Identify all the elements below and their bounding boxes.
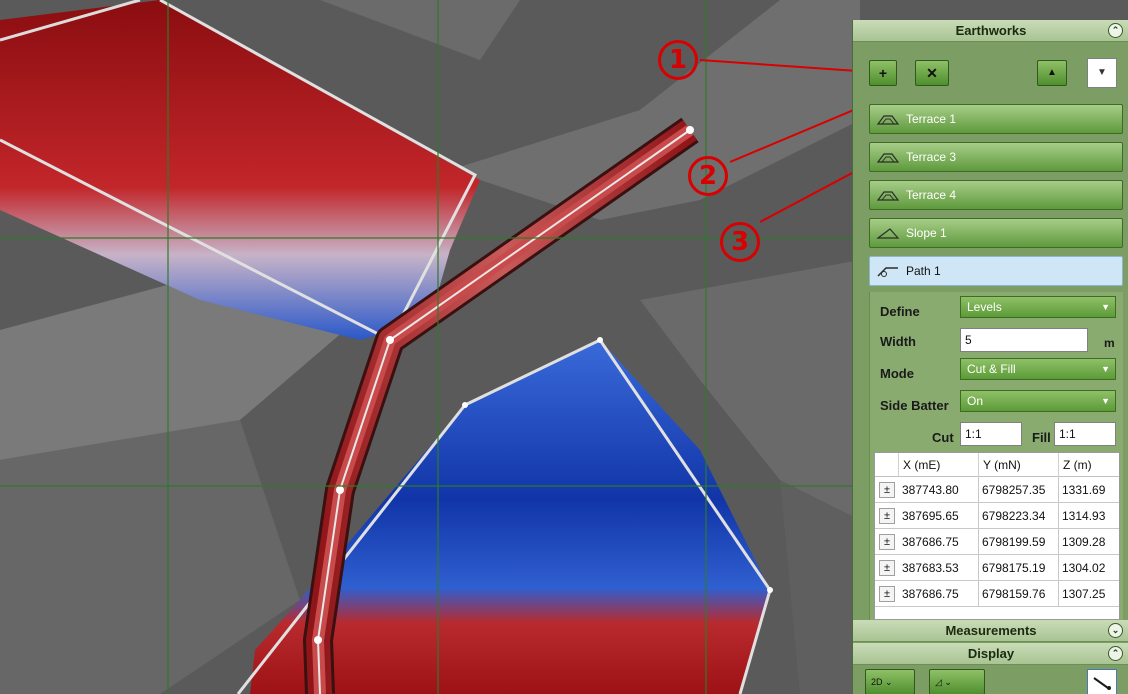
path-properties: Define Levels ▼ Width 5 m Mode Cut & Fil… xyxy=(869,292,1123,622)
cell-y[interactable]: 6798199.59 xyxy=(979,529,1059,555)
display-title: Display xyxy=(967,646,1015,661)
earthworks-header[interactable]: Earthworks ⌃ xyxy=(853,20,1128,42)
pointer-tool-button[interactable] xyxy=(1087,669,1117,694)
chevron-down-icon: ▼ xyxy=(1101,302,1110,312)
terrace-icon xyxy=(876,191,900,201)
width-input[interactable]: 5 xyxy=(960,328,1088,352)
cell-y[interactable]: 6798159.76 xyxy=(979,581,1059,607)
earthwork-item-terrace-4[interactable]: Terrace 4 xyxy=(869,180,1123,210)
path-icon xyxy=(877,267,898,277)
row-edit-button[interactable]: ± xyxy=(879,560,895,576)
chevron-down-icon: ⌄ xyxy=(885,677,893,687)
mode-select[interactable]: Cut & Fill ▼ xyxy=(960,358,1116,380)
cell-z[interactable]: 1331.69 xyxy=(1059,477,1119,503)
chevron-down-icon: ▼ xyxy=(1101,364,1110,374)
move-up-button[interactable]: ▲ xyxy=(1037,60,1067,86)
width-label: Width xyxy=(880,334,916,349)
expand-icon[interactable]: ⌄ xyxy=(1108,623,1123,638)
fill-label: Fill xyxy=(1032,430,1051,445)
row-edit-button[interactable]: ± xyxy=(879,586,895,602)
table-row[interactable]: ± 387686.75 6798159.76 1307.25 xyxy=(875,581,1119,607)
earthwork-item-label: Terrace 4 xyxy=(906,188,957,202)
cell-y[interactable]: 6798257.35 xyxy=(979,477,1059,503)
surface-style-button[interactable]: ◿ ⌄ xyxy=(929,669,985,694)
mode-label: Mode xyxy=(880,366,914,381)
table-row[interactable]: ± 387683.53 6798175.19 1304.02 xyxy=(875,555,1119,581)
cell-z[interactable]: 1307.25 xyxy=(1059,581,1119,607)
side-batter-select[interactable]: On ▼ xyxy=(960,390,1116,412)
width-unit: m xyxy=(1104,336,1115,350)
coordinate-table: X (mE) Y (mN) Z (m) ± 387743.80 6798257.… xyxy=(874,452,1120,620)
earthworks-panel: Earthworks ⌃ + ✕ ▲ ▼ Terrace 1 Terrace 3… xyxy=(852,20,1128,694)
side-batter-value: On xyxy=(967,394,984,408)
view-mode-button[interactable]: 2D ⌄ xyxy=(865,669,915,694)
cell-z[interactable]: 1309.28 xyxy=(1059,529,1119,555)
cell-x[interactable]: 387743.80 xyxy=(899,477,979,503)
slope-icon xyxy=(876,228,900,239)
table-row[interactable]: ± 387686.75 6798199.59 1309.28 xyxy=(875,529,1119,555)
earthwork-item-label: Terrace 3 xyxy=(906,150,957,164)
cell-x[interactable]: 387686.75 xyxy=(899,581,979,607)
earthwork-item-label: Slope 1 xyxy=(906,226,947,240)
cell-x[interactable]: 387686.75 xyxy=(899,529,979,555)
table-corner xyxy=(875,453,899,477)
row-edit-button[interactable]: ± xyxy=(879,482,895,498)
cell-z[interactable]: 1304.02 xyxy=(1059,555,1119,581)
callout-1: 1 xyxy=(658,40,698,80)
cut-input[interactable]: 1:1 xyxy=(960,422,1022,446)
delete-earthwork-button[interactable]: ✕ xyxy=(915,60,949,86)
terrace-icon xyxy=(876,153,900,163)
earthwork-item-path-1[interactable]: Path 1 xyxy=(869,256,1123,286)
cell-x[interactable]: 387695.65 xyxy=(899,503,979,529)
pointer-icon xyxy=(1093,677,1111,690)
row-edit-button[interactable]: ± xyxy=(879,534,895,550)
earthworks-title: Earthworks xyxy=(955,23,1027,38)
fill-input[interactable]: 1:1 xyxy=(1054,422,1116,446)
define-value: Levels xyxy=(967,300,1002,314)
column-header-z[interactable]: Z (m) xyxy=(1059,453,1119,477)
collapse-icon[interactable]: ⌃ xyxy=(1108,23,1123,38)
column-header-x[interactable]: X (mE) xyxy=(899,453,979,477)
row-edit-button[interactable]: ± xyxy=(879,508,895,524)
earthwork-item-terrace-1[interactable]: Terrace 1 xyxy=(869,104,1123,134)
define-select[interactable]: Levels ▼ xyxy=(960,296,1116,318)
collapse-icon[interactable]: ⌃ xyxy=(1108,646,1123,661)
measurements-header[interactable]: Measurements ⌄ xyxy=(853,620,1128,642)
column-header-y[interactable]: Y (mN) xyxy=(979,453,1059,477)
earthwork-item-label: Terrace 1 xyxy=(906,112,957,126)
earthwork-item-terrace-3[interactable]: Terrace 3 xyxy=(869,142,1123,172)
slope-icon: ◿ ⌄ xyxy=(935,677,952,687)
cut-label: Cut xyxy=(932,430,954,445)
measurements-title: Measurements xyxy=(945,623,1037,638)
earthwork-item-label: Path 1 xyxy=(906,264,941,278)
earthwork-item-slope-1[interactable]: Slope 1 xyxy=(869,218,1123,248)
callout-3: 3 xyxy=(720,222,760,262)
mode-value: Cut & Fill xyxy=(967,362,1016,376)
chevron-down-icon: ▼ xyxy=(1101,396,1110,406)
cell-y[interactable]: 6798223.34 xyxy=(979,503,1059,529)
table-row[interactable]: ± 387695.65 6798223.34 1314.93 xyxy=(875,503,1119,529)
cell-z[interactable]: 1314.93 xyxy=(1059,503,1119,529)
display-toolbar: 2D ⌄ ◿ ⌄ xyxy=(853,665,1128,694)
add-earthwork-button[interactable]: + xyxy=(869,60,897,86)
table-row[interactable]: ± 387743.80 6798257.35 1331.69 xyxy=(875,477,1119,503)
define-label: Define xyxy=(880,304,920,319)
cell-y[interactable]: 6798175.19 xyxy=(979,555,1059,581)
terrace-icon xyxy=(876,115,900,125)
display-header[interactable]: Display ⌃ xyxy=(853,643,1128,665)
side-batter-label: Side Batter xyxy=(880,398,949,413)
callout-2: 2 xyxy=(688,156,728,196)
cell-x[interactable]: 387683.53 xyxy=(899,555,979,581)
options-dropdown-button[interactable]: ▼ xyxy=(1087,58,1117,88)
view-mode-label: 2D xyxy=(871,677,883,687)
